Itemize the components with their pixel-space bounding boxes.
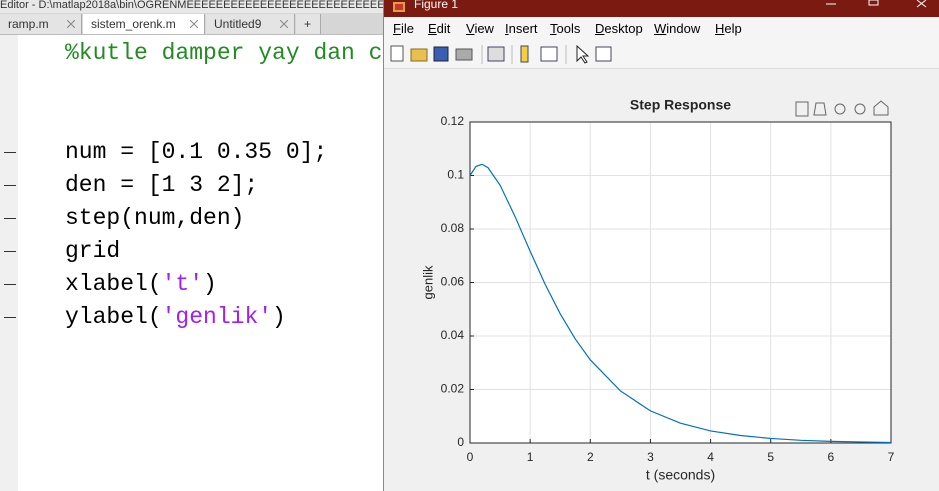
- x-tick-label: 6: [828, 450, 835, 464]
- code-token: ): [272, 304, 286, 330]
- menu-item[interactable]: Window: [654, 21, 701, 36]
- tab[interactable]: Untitled9: [206, 14, 295, 34]
- tab-bar: ramp.m sistem_orenk.m Untitled9 +: [0, 13, 383, 35]
- code-line: grid: [65, 236, 120, 266]
- code-token: num = [0.1 0.35 0];: [65, 139, 328, 165]
- y-tick-label: 0.1: [447, 168, 464, 182]
- menu-item[interactable]: Desktop: [595, 21, 643, 36]
- code-token: grid: [65, 238, 121, 264]
- code-token: step(num,den): [65, 205, 245, 231]
- tab[interactable]: sistem_orenk.m: [83, 14, 205, 34]
- code-line: xlabel('t'): [65, 269, 217, 299]
- tab[interactable]: ramp.m: [0, 14, 82, 34]
- y-tick-label: 0.12: [441, 114, 465, 128]
- figure-window: Figure 1 File Edit View Insert Tools Desktop W…: [383, 0, 939, 491]
- x-tick-label: 4: [707, 450, 714, 464]
- menu-item[interactable]: Tools: [550, 21, 581, 36]
- x-tick-label: 3: [647, 450, 654, 464]
- code-line: %kutle damper yay dan c: [65, 38, 382, 68]
- toolbar: [384, 41, 939, 69]
- code-line: den = [1 3 2];: [65, 170, 258, 200]
- code-line: ylabel('genlik'): [65, 302, 286, 332]
- y-tick-label: 0: [457, 435, 464, 449]
- tab[interactable]: +: [296, 14, 321, 34]
- window-controls[interactable]: [814, 0, 939, 17]
- x-tick-label: 1: [527, 450, 534, 464]
- menu-item[interactable]: Help: [715, 21, 742, 36]
- tab-close[interactable]: [280, 20, 288, 28]
- menu-item[interactable]: Edit: [428, 21, 451, 36]
- chart-title: Step Response: [630, 97, 731, 113]
- y-tick-label: 0.04: [441, 328, 465, 342]
- data-line: [469, 163, 892, 444]
- code-line: num = [0.1 0.35 0];: [65, 137, 327, 167]
- code-token: ): [203, 271, 217, 297]
- menu-item[interactable]: Insert: [505, 21, 538, 36]
- x-tick-label: 0: [467, 450, 474, 464]
- x-tick-label: 7: [888, 450, 895, 464]
- menu-bar: File Edit View Insert Tools Desktop Window Help: [384, 17, 939, 41]
- y-tick-label: 0.02: [441, 382, 465, 396]
- app-icon: [393, 2, 405, 12]
- axes-box: [469, 121, 892, 444]
- breakpoint-dash: [4, 251, 16, 252]
- y-tick-label: 0.08: [441, 221, 465, 235]
- breakpoint-dash: [4, 185, 16, 186]
- window-title: Figure 1: [414, 0, 459, 11]
- breakpoint-dash: [4, 317, 16, 318]
- code-token: %kutle damper yay dan c: [65, 40, 383, 66]
- breakpoint-dash: [4, 218, 16, 219]
- x-tick-label: 2: [587, 450, 594, 464]
- code-token: 'genlik': [161, 304, 273, 330]
- x-axis-label: t (seconds): [646, 467, 715, 483]
- tab-close[interactable]: [190, 20, 198, 28]
- menu-item[interactable]: File: [393, 21, 414, 36]
- editor-title: Editor - D:\matlap2018a\bin\OGRENMEEEEEE…: [0, 0, 383, 13]
- axes-toolbar[interactable]: [795, 100, 889, 117]
- x-tick-label: 5: [767, 450, 774, 464]
- tab-close[interactable]: [67, 20, 75, 28]
- toolbar-icons[interactable]: [384, 41, 644, 68]
- code-token: xlabel(: [65, 271, 162, 297]
- code-token: 't': [161, 271, 204, 297]
- breakpoint-dash: [4, 152, 16, 153]
- chart: Step Response 0 0.02 0.04 0.06 0.08 0.1 0.12 0 1 2…: [420, 97, 895, 483]
- code-token: den = [1 3 2];: [65, 172, 259, 198]
- code-token: ylabel(: [65, 304, 162, 330]
- breakpoint-dash: [4, 284, 16, 285]
- y-tick-label: 0.06: [441, 275, 465, 289]
- gutter: [0, 35, 18, 491]
- figure-titlebar: Figure 1: [384, 0, 939, 17]
- y-axis-label: genlik: [420, 265, 435, 299]
- menu-item[interactable]: View: [466, 21, 494, 36]
- code-line: step(num,den): [65, 203, 244, 233]
